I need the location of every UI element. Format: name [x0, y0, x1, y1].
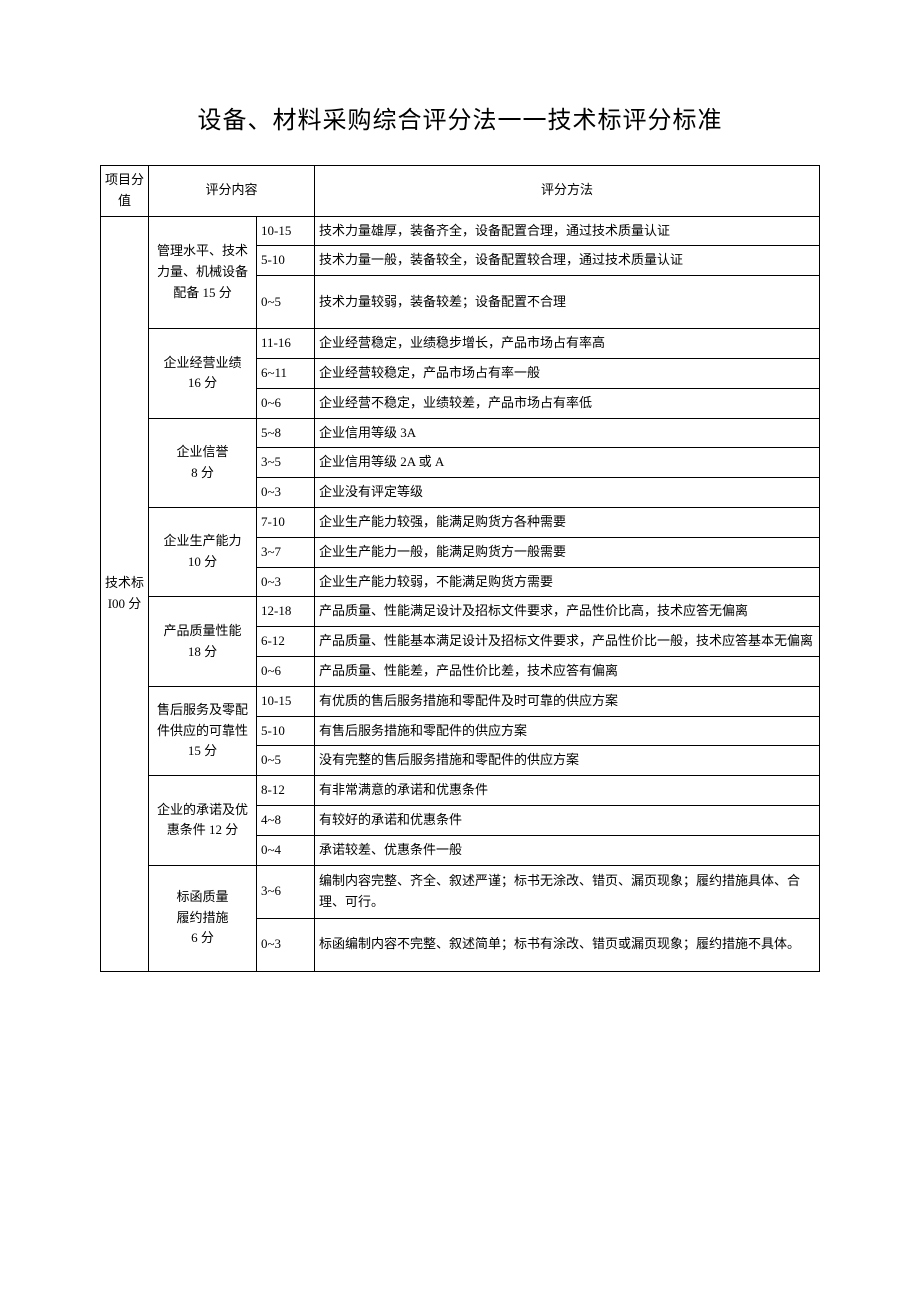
score-desc-cell: 企业生产能力一般，能满足购货方一般需要 [315, 537, 820, 567]
section-name-cell: 产品质量性能 18 分 [149, 597, 257, 686]
section-name-cell: 企业信誉 8 分 [149, 418, 257, 507]
score-range-cell: 5-10 [257, 246, 315, 276]
header-col-method: 评分方法 [315, 166, 820, 217]
section-name-cell: 企业经营业绩 16 分 [149, 329, 257, 418]
score-desc-cell: 有较好的承诺和优惠条件 [315, 805, 820, 835]
section-name-cell: 管理水平、技术力量、机械设备配备 15 分 [149, 216, 257, 329]
score-desc-cell: 标函编制内容不完整、叙述简单；标书有涂改、错页或漏页现象；履约措施不具体。 [315, 918, 820, 971]
score-range-cell: 3~7 [257, 537, 315, 567]
score-range-cell: 6~11 [257, 358, 315, 388]
score-desc-cell: 企业生产能力较弱，不能满足购货方需要 [315, 567, 820, 597]
scoring-table: 项目分值 评分内容 评分方法 技术标 I00 分管理水平、技术力量、机械设备配备… [100, 165, 820, 972]
category-cell: 技术标 I00 分 [101, 216, 149, 971]
score-range-cell: 7-10 [257, 507, 315, 537]
section-name-cell: 企业生产能力 10 分 [149, 507, 257, 596]
header-col-category: 项目分值 [101, 166, 149, 217]
table-header-row: 项目分值 评分内容 评分方法 [101, 166, 820, 217]
section-name-cell: 标函质量 履约措施 6 分 [149, 865, 257, 971]
score-desc-cell: 产品质量、性能满足设计及招标文件要求，产品性价比高，技术应答无偏离 [315, 597, 820, 627]
score-desc-cell: 企业经营稳定，业绩稳步增长，产品市场占有率高 [315, 329, 820, 359]
score-range-cell: 11-16 [257, 329, 315, 359]
score-range-cell: 3~5 [257, 448, 315, 478]
score-range-cell: 6-12 [257, 627, 315, 657]
score-desc-cell: 有售后服务措施和零配件的供应方案 [315, 716, 820, 746]
score-desc-cell: 企业没有评定等级 [315, 478, 820, 508]
score-range-cell: 0~6 [257, 388, 315, 418]
score-desc-cell: 承诺较差、优惠条件一般 [315, 835, 820, 865]
score-desc-cell: 企业生产能力较强，能满足购货方各种需要 [315, 507, 820, 537]
document-page: 设备、材料采购综合评分法一一技术标评分标准 项目分值 评分内容 评分方法 技术标… [0, 0, 920, 1032]
score-desc-cell: 技术力量较弱，装备较差；设备配置不合理 [315, 276, 820, 329]
score-desc-cell: 有优质的售后服务措施和零配件及时可靠的供应方案 [315, 686, 820, 716]
table-row: 产品质量性能 18 分12-18产品质量、性能满足设计及招标文件要求，产品性价比… [101, 597, 820, 627]
score-desc-cell: 企业经营较稳定，产品市场占有率一般 [315, 358, 820, 388]
page-title: 设备、材料采购综合评分法一一技术标评分标准 [100, 100, 820, 135]
score-desc-cell: 技术力量雄厚，装备齐全，设备配置合理，通过技术质量认证 [315, 216, 820, 246]
score-range-cell: 0~5 [257, 276, 315, 329]
header-col-content: 评分内容 [149, 166, 315, 217]
score-range-cell: 10-15 [257, 686, 315, 716]
score-range-cell: 4~8 [257, 805, 315, 835]
table-row: 企业的承诺及优惠条件 12 分8-12有非常满意的承诺和优惠条件 [101, 776, 820, 806]
score-desc-cell: 编制内容完整、齐全、叙述严谨；标书无涂改、错页、漏页现象；履约措施具体、合理、可… [315, 865, 820, 918]
score-range-cell: 10-15 [257, 216, 315, 246]
table-row: 标函质量 履约措施 6 分3~6编制内容完整、齐全、叙述严谨；标书无涂改、错页、… [101, 865, 820, 918]
score-range-cell: 0~4 [257, 835, 315, 865]
score-desc-cell: 产品质量、性能基本满足设计及招标文件要求，产品性价比一般，技术应答基本无偏离 [315, 627, 820, 657]
score-desc-cell: 企业信用等级 3A [315, 418, 820, 448]
score-range-cell: 8-12 [257, 776, 315, 806]
table-row: 企业生产能力 10 分7-10企业生产能力较强，能满足购货方各种需要 [101, 507, 820, 537]
score-range-cell: 0~3 [257, 567, 315, 597]
score-desc-cell: 企业经营不稳定，业绩较差，产品市场占有率低 [315, 388, 820, 418]
table-row: 企业信誉 8 分5~8企业信用等级 3A [101, 418, 820, 448]
score-desc-cell: 技术力量一般，装备较全，设备配置较合理，通过技术质量认证 [315, 246, 820, 276]
score-range-cell: 5~8 [257, 418, 315, 448]
table-row: 售后服务及零配件供应的可靠性 15 分10-15有优质的售后服务措施和零配件及时… [101, 686, 820, 716]
section-name-cell: 售后服务及零配件供应的可靠性 15 分 [149, 686, 257, 775]
score-range-cell: 3~6 [257, 865, 315, 918]
score-desc-cell: 企业信用等级 2A 或 A [315, 448, 820, 478]
table-row: 企业经营业绩 16 分11-16企业经营稳定，业绩稳步增长，产品市场占有率高 [101, 329, 820, 359]
score-range-cell: 0~3 [257, 478, 315, 508]
table-row: 技术标 I00 分管理水平、技术力量、机械设备配备 15 分10-15技术力量雄… [101, 216, 820, 246]
score-range-cell: 0~5 [257, 746, 315, 776]
score-range-cell: 0~3 [257, 918, 315, 971]
score-range-cell: 12-18 [257, 597, 315, 627]
score-desc-cell: 有非常满意的承诺和优惠条件 [315, 776, 820, 806]
score-desc-cell: 没有完整的售后服务措施和零配件的供应方案 [315, 746, 820, 776]
score-range-cell: 0~6 [257, 656, 315, 686]
section-name-cell: 企业的承诺及优惠条件 12 分 [149, 776, 257, 865]
score-desc-cell: 产品质量、性能差，产品性价比差，技术应答有偏离 [315, 656, 820, 686]
score-range-cell: 5-10 [257, 716, 315, 746]
